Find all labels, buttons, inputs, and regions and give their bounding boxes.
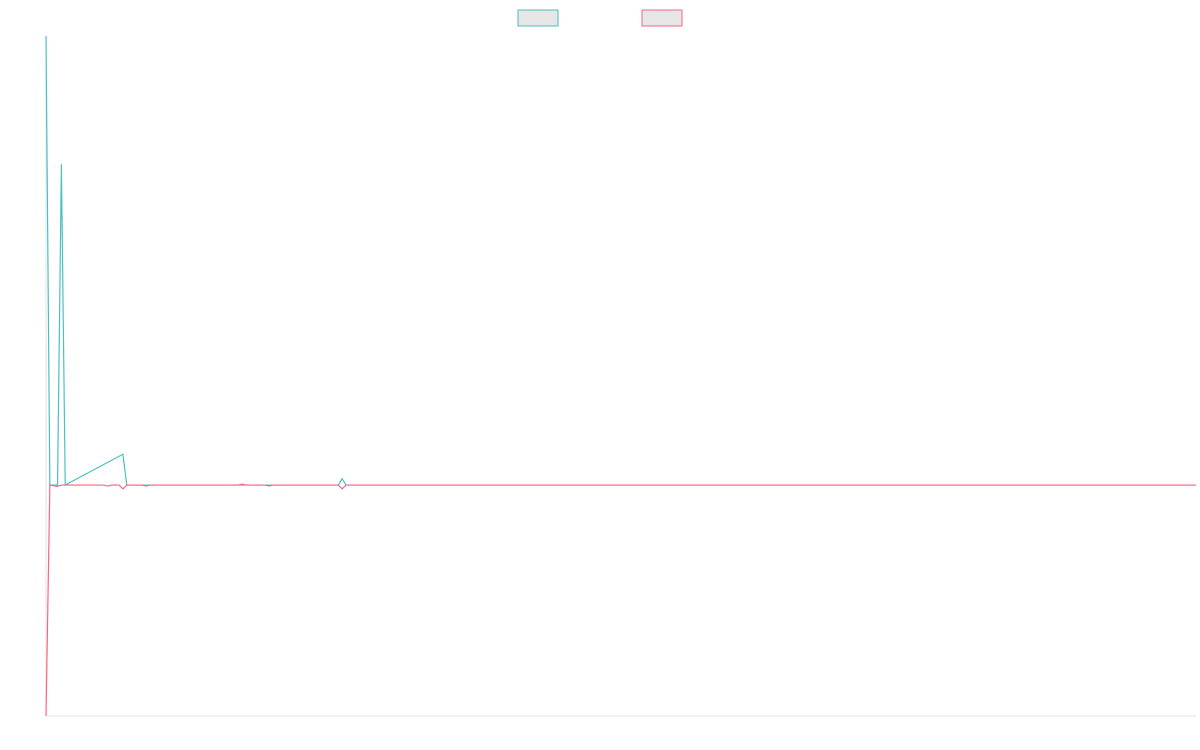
series-line-2 <box>45 483 1196 717</box>
legend-swatch-2[interactable] <box>641 9 683 27</box>
legend-swatch-1[interactable] <box>517 9 559 27</box>
legend <box>517 9 683 27</box>
series-layer <box>45 35 1196 717</box>
series-line-1 <box>45 35 1196 487</box>
